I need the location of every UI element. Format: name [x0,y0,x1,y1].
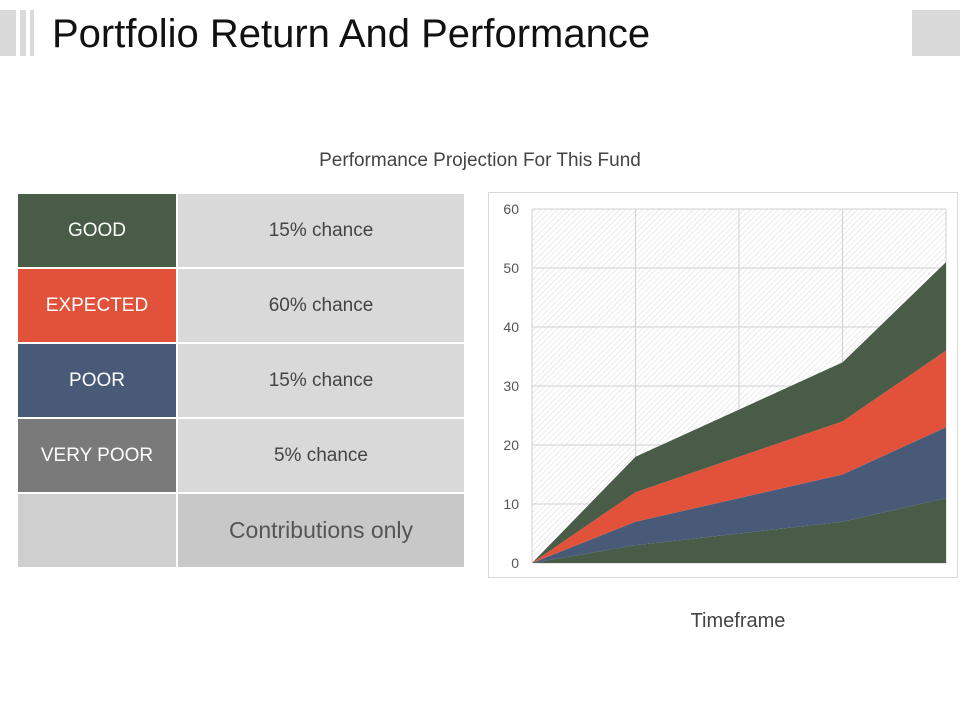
scenario-value-poor: 15% chance [176,342,466,419]
scenario-label-poor: POOR [16,342,178,419]
scenario-row-good: GOOD 15% chance [16,192,466,269]
corner-stripe-left [20,10,26,56]
area-chart: 010203040506020102015202020202025 [503,201,947,571]
y-tick-label-50: 50 [503,260,519,276]
scenario-label-good: GOOD [16,192,178,269]
scenario-label-expected: EXPECTED [16,267,178,344]
y-tick-label-0: 0 [511,555,519,571]
scenario-value-very-poor: 5% chance [176,417,466,494]
page-title: Portfolio Return And Performance [52,12,651,56]
corner-bar-left [0,10,16,56]
corner-stripe-left-thin [30,10,34,56]
scenario-value-expected: 60% chance [176,267,466,344]
scenario-row-contributions: Contributions only [16,492,466,569]
area-series-3 [532,262,946,563]
scenario-table: GOOD 15% chance EXPECTED 60% chance POOR… [16,192,466,569]
scenario-label-contributions [16,492,178,569]
area-series-0 [532,498,946,563]
y-tick-label-10: 10 [503,496,519,512]
scenario-label-very-poor: VERY POOR [16,417,178,494]
chart-title: Performance Projection For This Fund [319,150,641,171]
y-tick-label-20: 20 [503,437,519,453]
y-tick-label-60: 60 [503,201,519,217]
scenario-row-very-poor: VERY POOR 5% chance [16,417,466,494]
area-series-1 [532,427,946,563]
x-axis-label: Timeframe [690,610,786,632]
scenario-value-good: 15% chance [176,192,466,269]
y-tick-label-30: 30 [503,378,519,394]
scenario-row-expected: EXPECTED 60% chance [16,267,466,344]
scenario-row-poor: POOR 15% chance [16,342,466,419]
chart-area: 010203040506020102015202020202025 [488,192,958,578]
corner-bar-right [912,10,960,56]
scenario-value-contributions: Contributions only [176,492,466,569]
y-tick-label-40: 40 [503,319,519,335]
